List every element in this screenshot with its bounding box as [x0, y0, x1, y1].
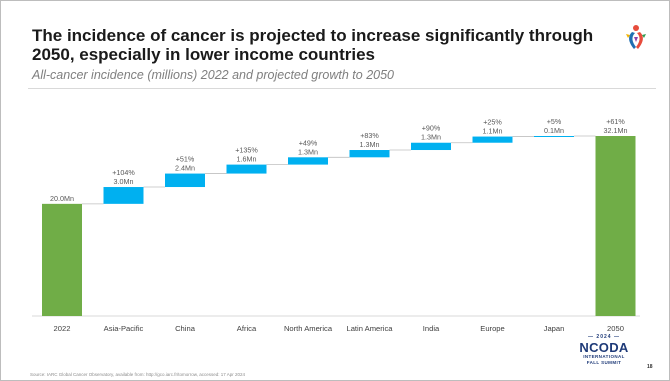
value-label: 32.1Mn [604, 126, 628, 135]
growth-label: +90% [422, 124, 441, 133]
increase-bar [411, 142, 451, 151]
growth-label: +51% [176, 155, 195, 164]
value-label: 1.1Mn [483, 127, 503, 136]
value-label: 1.3Mn [298, 147, 318, 156]
title-divider [28, 88, 656, 89]
ribbon-logo-icon [626, 25, 646, 49]
increase-bar [534, 136, 574, 137]
total-bar [595, 136, 636, 316]
value-label: 2.4Mn [175, 164, 195, 173]
category-label: India [423, 324, 440, 333]
ncoda-logo-name: NCODA [579, 340, 629, 355]
growth-label: +49% [299, 138, 318, 147]
growth-label: +135% [235, 146, 258, 155]
page-number: 18 [647, 364, 653, 370]
category-label: Japan [544, 324, 565, 333]
value-label: 1.6Mn [237, 155, 257, 164]
ncoda-logo-year: — 2024 — [588, 334, 620, 340]
increase-bar [165, 173, 205, 188]
category-label: Asia-Pacific [104, 324, 144, 333]
category-label: Latin America [346, 324, 393, 333]
growth-label: +5% [547, 117, 562, 126]
category-label: 2022 [54, 324, 71, 333]
value-label: 20.0Mn [50, 194, 74, 203]
increase-bar [288, 157, 328, 165]
increase-bar [349, 150, 390, 158]
ncoda-logo-line1: INTERNATIONAL [583, 354, 625, 359]
category-label: 2050 [607, 324, 624, 333]
value-label: 0.1Mn [544, 126, 564, 135]
slide-title: The incidence of cancer is projected to … [32, 26, 594, 64]
growth-label: +83% [360, 131, 379, 140]
increase-bar [226, 164, 267, 174]
slide-subtitle: All-cancer incidence (millions) 2022 and… [32, 68, 395, 82]
growth-label: +25% [483, 118, 502, 127]
value-label: 1.3Mn [421, 133, 441, 142]
value-label: 1.3Mn [360, 140, 380, 149]
increase-bar [472, 136, 513, 143]
category-label: Europe [480, 324, 505, 333]
category-label: North America [284, 324, 333, 333]
increase-bar [103, 187, 144, 204]
category-label: China [175, 324, 196, 333]
source-note: Source: IARC Global Cancer Observatory, … [30, 372, 246, 377]
growth-label: +104% [112, 168, 135, 177]
ncoda-logo-line2: FALL SUMMIT [586, 359, 622, 365]
ncoda-logo: — 2024 — NCODA INTERNATIONAL FALL SUMMIT [574, 335, 634, 365]
total-bar [42, 203, 82, 316]
growth-label: +61% [606, 117, 625, 126]
value-label: 3.0Mn [114, 177, 134, 186]
category-label: Africa [237, 324, 257, 333]
